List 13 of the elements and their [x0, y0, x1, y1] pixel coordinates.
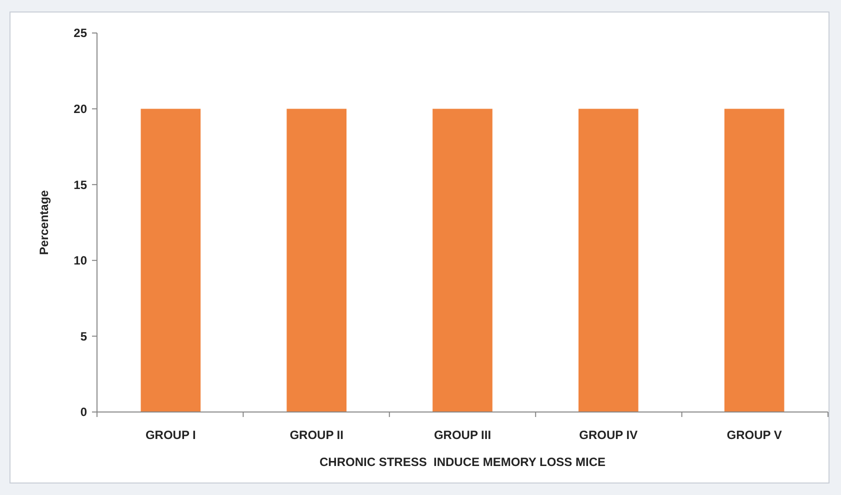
y-tick-label: 15: [74, 178, 88, 192]
x-tick-label: GROUP III: [434, 428, 492, 442]
x-tick-label: GROUP II: [290, 428, 344, 442]
y-tick-label: 25: [74, 26, 88, 40]
y-tick-label: 10: [74, 254, 88, 268]
y-tick-label: 0: [80, 405, 88, 420]
x-tick-label: GROUP I: [145, 428, 196, 442]
x-tick-label: GROUP IV: [579, 428, 638, 442]
y-tick-label: 20: [74, 102, 88, 116]
x-tick-label: GROUP V: [726, 428, 782, 442]
y-tick-label: 5: [80, 329, 88, 344]
y-axis-title: Percentage: [37, 190, 51, 255]
x-axis-title: CHRONIC STRESS INDUCE MEMORY LOSS MICE: [319, 455, 606, 469]
